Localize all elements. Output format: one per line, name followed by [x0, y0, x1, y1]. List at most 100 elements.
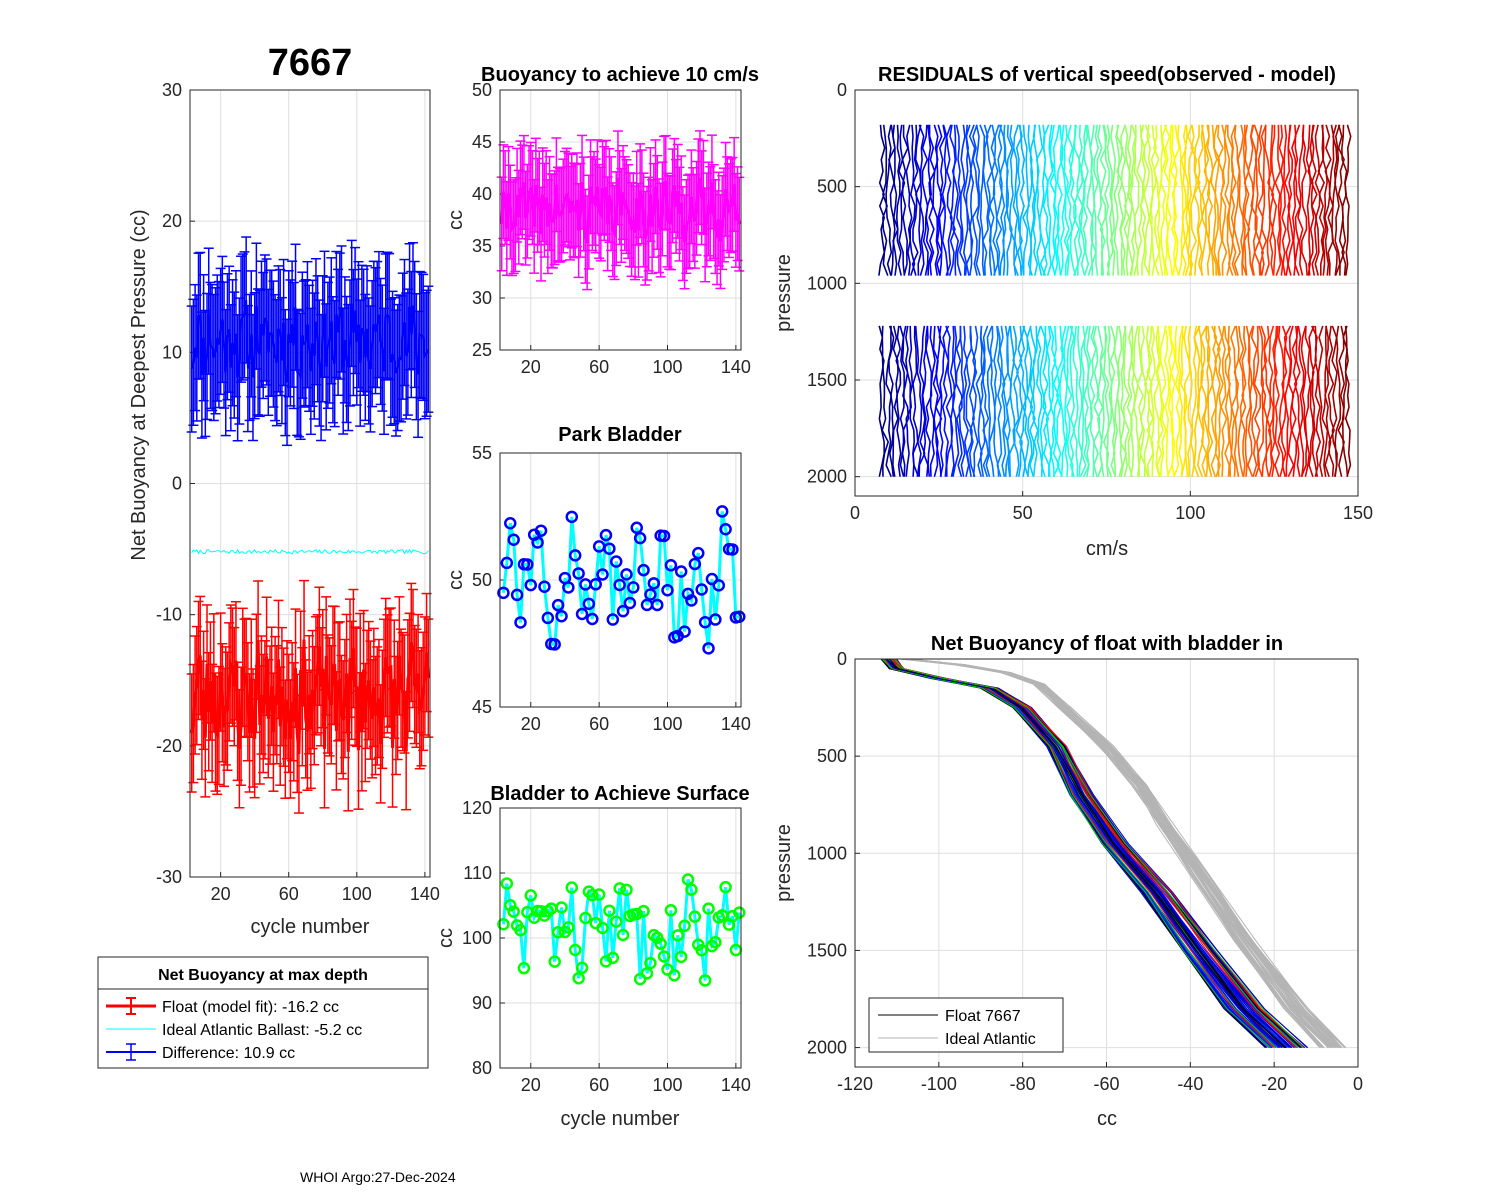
x-axis-label: cm/s [1086, 538, 1128, 560]
residual-profile [979, 325, 986, 477]
y-tick-label: 500 [817, 177, 847, 197]
residual-profile [1109, 124, 1117, 276]
data-point [510, 588, 524, 602]
float-profile [888, 658, 1292, 1048]
residual-profile [1022, 124, 1030, 276]
series-line [501, 511, 740, 649]
x-tick-label: 60 [589, 1075, 609, 1095]
residual-profile [1297, 325, 1305, 477]
data-point [705, 572, 719, 586]
data-point [681, 587, 695, 601]
residual-profile [1216, 325, 1224, 477]
panel-buoyancy-10cms: 20 60 100 140 25 30 35 40 45 50 Buoyancy to achie… [445, 64, 759, 377]
residual-profile [959, 124, 966, 276]
residual-profile [1247, 325, 1254, 477]
residual-profile [892, 124, 899, 276]
data-point [674, 950, 688, 964]
x-tick-label: 140 [721, 357, 751, 377]
data-point [692, 546, 705, 560]
data-point [719, 880, 732, 894]
residual-profile [914, 124, 922, 276]
residual-profile [1069, 124, 1077, 276]
residual-profile [1263, 325, 1272, 477]
y-axis-label: cc [445, 570, 467, 590]
residual-profile [1012, 124, 1019, 276]
data-point [613, 578, 626, 592]
series-line-ideal [191, 548, 429, 555]
y-tick-label: 50 [472, 570, 492, 590]
residual-profile [1073, 124, 1081, 276]
data-point [695, 583, 708, 596]
data-point [514, 923, 527, 937]
residual-profile [1203, 124, 1211, 276]
legend-entry-difference: Difference: 10.9 cc [106, 1043, 295, 1062]
data-point [616, 928, 630, 942]
residual-profile [914, 325, 923, 477]
residual-profile [993, 325, 1000, 477]
data-point [504, 516, 517, 530]
data-point [565, 881, 579, 894]
legend-entry-float: Float (model fit): -16.2 cc [106, 997, 339, 1016]
residual-profile [1317, 124, 1325, 276]
residual-profile [1015, 325, 1024, 477]
data-point [586, 612, 599, 626]
residual-profile [1216, 124, 1225, 276]
residual-profile [921, 124, 929, 276]
x-tick-label: 100 [652, 357, 682, 377]
residual-profile [925, 325, 933, 477]
data-point [599, 528, 613, 542]
residual-profile [1327, 124, 1335, 276]
data-point [668, 969, 681, 982]
data-point [555, 901, 568, 914]
data-point [613, 882, 626, 895]
y-tick-label: 100 [462, 928, 492, 948]
x-tick-label: 140 [721, 1075, 751, 1095]
data-point [534, 524, 548, 537]
panel-bladder-surface: 20 60 100 140 80 90 100 110 120 Bladder to Achie… [435, 783, 751, 1130]
residual-profile [951, 124, 960, 276]
y-tick-label: 20 [162, 211, 182, 231]
residual-profile [1293, 325, 1301, 477]
data-point [575, 961, 589, 975]
data-point [603, 904, 616, 917]
residual-profile [1314, 325, 1322, 477]
residual-profile [1189, 325, 1198, 477]
legend-net-buoyancy: Net Buoyancy at max depth Float (model f… [97, 956, 429, 1069]
y-tick-label: 35 [472, 236, 492, 256]
residual-profile [1022, 325, 1030, 477]
residual-profile [881, 325, 890, 477]
data-point [709, 613, 722, 626]
chart-title: Net Buoyancy of float with bladder in [931, 633, 1283, 655]
x-axis-label: cc [1097, 1108, 1117, 1130]
residual-profile [1026, 325, 1034, 477]
data-point [575, 607, 589, 621]
chart-title: Buoyancy to achieve 10 cm/s [481, 64, 759, 86]
residual-profile [1250, 124, 1258, 276]
y-tick-label: -20 [156, 736, 182, 756]
residual-profile [1156, 124, 1164, 276]
data-point [644, 588, 657, 601]
residual-profile [975, 124, 982, 276]
residual-profile [941, 124, 949, 276]
data-point [507, 533, 520, 547]
residual-profile [901, 124, 909, 276]
data-point [592, 888, 606, 901]
float-profile [893, 658, 1304, 1048]
residual-profile [1334, 325, 1342, 477]
residual-profile [1337, 325, 1346, 477]
residual-profile [945, 325, 953, 477]
y-tick-label: 1000 [807, 843, 847, 863]
residual-profile [988, 124, 997, 276]
residual-profile [1035, 325, 1043, 477]
residual-profile [938, 124, 947, 276]
y-axis-label: cc [445, 210, 467, 230]
residual-profile [918, 124, 925, 276]
residual-profile [1321, 124, 1328, 276]
data-point [551, 598, 565, 612]
data-point [685, 594, 698, 607]
data-point [678, 919, 691, 933]
data-point [627, 581, 640, 594]
residual-profile [1019, 124, 1026, 276]
x-tick-label: 100 [652, 1075, 682, 1095]
x-axis-label: cycle number [561, 1108, 680, 1130]
